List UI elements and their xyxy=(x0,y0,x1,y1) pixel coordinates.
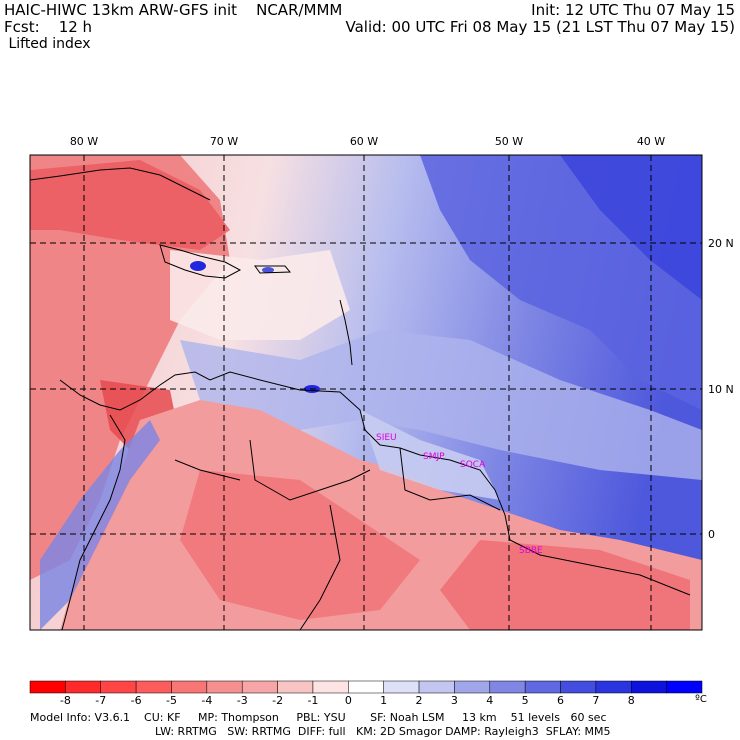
lat-label: 0 xyxy=(708,528,715,541)
lat-lon-grid xyxy=(30,155,702,630)
colorbar-tick-label: -5 xyxy=(165,694,177,707)
lat-label: 20 N xyxy=(708,237,734,250)
colorbar xyxy=(29,680,703,694)
colorbar-tick-label: -6 xyxy=(130,694,142,707)
colorbar-swatch xyxy=(312,680,349,694)
colorbar-tick-label: 1 xyxy=(380,694,388,707)
init-time: Init: 12 UTC Thu 07 May 15 xyxy=(531,1,735,19)
lon-label: 60 W xyxy=(350,135,378,148)
colorbar-swatch xyxy=(418,680,455,694)
colorbar-tick-label: -8 xyxy=(59,694,71,707)
station-label: SMJP xyxy=(423,452,445,462)
station-label: SBBE xyxy=(519,546,543,556)
field-name: Lifted index xyxy=(4,36,91,52)
colorbar-swatch xyxy=(595,680,632,694)
colorbar-swatch xyxy=(277,680,314,694)
colorbar-tick-label: 5 xyxy=(521,694,529,707)
coastlines xyxy=(30,167,691,630)
colorbar-swatch xyxy=(489,680,526,694)
model-info-line2: LW: RRTMG SW: RRTMG DIFF: full KM: 2D Sm… xyxy=(155,725,611,738)
colorbar-tick-label: -4 xyxy=(201,694,213,707)
model-info-line1: Model Info: V3.6.1 CU: KF MP: Thompson P… xyxy=(30,711,607,724)
colorbar-tick-label: 0 xyxy=(344,694,352,707)
colorbar-tick-label: 2 xyxy=(415,694,423,707)
colorbar-tick-label: 3 xyxy=(450,694,458,707)
colorbar-swatch xyxy=(631,680,667,694)
lon-label: 50 W xyxy=(495,135,523,148)
colorbar-tick-label: 8 xyxy=(627,694,635,707)
lon-labels: 80 W 70 W 60 W 50 W 40 W xyxy=(70,135,665,148)
colorbar-swatch xyxy=(135,680,172,694)
colorbar-tick-label: -1 xyxy=(307,694,319,707)
lat-labels: 20 N 10 N 0 xyxy=(708,237,734,541)
colorbar-swatch xyxy=(560,680,597,694)
lon-label: 80 W xyxy=(70,135,98,148)
model-title: HAIC-HIWC 13km ARW-GFS init NCAR/MMM xyxy=(4,1,343,19)
station-label: SOCA xyxy=(460,460,486,470)
station-label: SIEU xyxy=(376,433,397,443)
colorbar-swatch xyxy=(100,680,137,694)
colorbar-tick-label: -7 xyxy=(95,694,107,707)
station-labels: SIEU SMJP SOCA SBBE xyxy=(376,433,543,556)
forecast-hour: Fcst: 12 h xyxy=(4,18,93,36)
colorbar-tick-label: 6 xyxy=(557,694,565,707)
map-frame xyxy=(29,154,703,631)
lon-label: 70 W xyxy=(210,135,238,148)
colorbar-tick-label: 7 xyxy=(592,694,600,707)
colorbar-swatch xyxy=(348,680,384,694)
colorbar-tick-label: -3 xyxy=(236,694,248,707)
shaded-field xyxy=(30,155,702,630)
valid-time: Valid: 00 UTC Fri 08 May 15 (21 LST Thu … xyxy=(345,18,736,36)
colorbar-swatch xyxy=(241,680,278,694)
colorbar-swatch xyxy=(454,680,491,694)
colorbar-tick-label: -2 xyxy=(272,694,284,707)
colorbar-tick-label: 4 xyxy=(486,694,494,707)
colorbar-swatch xyxy=(524,680,561,694)
colorbar-swatch xyxy=(171,680,208,694)
colorbar-swatch xyxy=(383,680,420,694)
lat-label: 10 N xyxy=(708,383,734,396)
colorbar-unit: ºC xyxy=(695,694,707,705)
colorbar-swatch xyxy=(65,680,101,694)
colorbar-swatch xyxy=(29,680,66,694)
colorbar-swatch xyxy=(206,680,243,694)
colorbar-swatch xyxy=(666,680,703,694)
lon-label: 40 W xyxy=(637,135,665,148)
